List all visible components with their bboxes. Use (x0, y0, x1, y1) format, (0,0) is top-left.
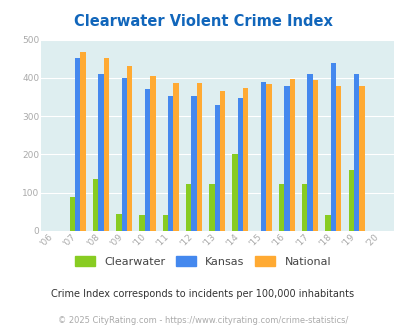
Bar (243, 88, 248, 231)
Bar (93, 179, 98, 231)
Bar (98, 74, 103, 231)
Bar (284, 86, 289, 231)
Bar (312, 80, 318, 231)
Bar (162, 215, 168, 231)
Bar (185, 184, 191, 231)
Bar (145, 89, 150, 231)
Bar (301, 184, 307, 231)
Bar (75, 58, 80, 231)
Bar (358, 86, 364, 231)
Bar (103, 58, 109, 231)
Bar (330, 63, 335, 231)
Bar (237, 98, 243, 231)
Text: © 2025 CityRating.com - https://www.cityrating.com/crime-statistics/: © 2025 CityRating.com - https://www.city… (58, 315, 347, 325)
Legend: Clearwater, Kansas, National: Clearwater, Kansas, National (75, 256, 330, 267)
Bar (209, 184, 214, 231)
Bar (307, 74, 312, 231)
Bar (139, 215, 145, 231)
Bar (121, 78, 127, 231)
Text: Crime Index corresponds to incidents per 100,000 inhabitants: Crime Index corresponds to incidents per… (51, 289, 354, 299)
Text: Clearwater Violent Crime Index: Clearwater Violent Crime Index (73, 14, 332, 29)
Bar (266, 84, 271, 231)
Bar (324, 215, 330, 231)
Bar (116, 214, 121, 231)
Bar (150, 76, 155, 231)
Bar (127, 66, 132, 231)
Bar (70, 197, 75, 231)
Bar (191, 96, 196, 231)
Bar (353, 74, 358, 231)
Bar (348, 170, 353, 231)
Bar (173, 83, 178, 231)
Bar (214, 106, 220, 231)
Bar (232, 154, 237, 231)
Bar (260, 82, 266, 231)
Bar (220, 90, 225, 231)
Bar (168, 96, 173, 231)
Bar (289, 79, 294, 231)
Bar (335, 85, 341, 231)
Bar (80, 52, 85, 231)
Bar (278, 184, 284, 231)
Bar (196, 83, 202, 231)
